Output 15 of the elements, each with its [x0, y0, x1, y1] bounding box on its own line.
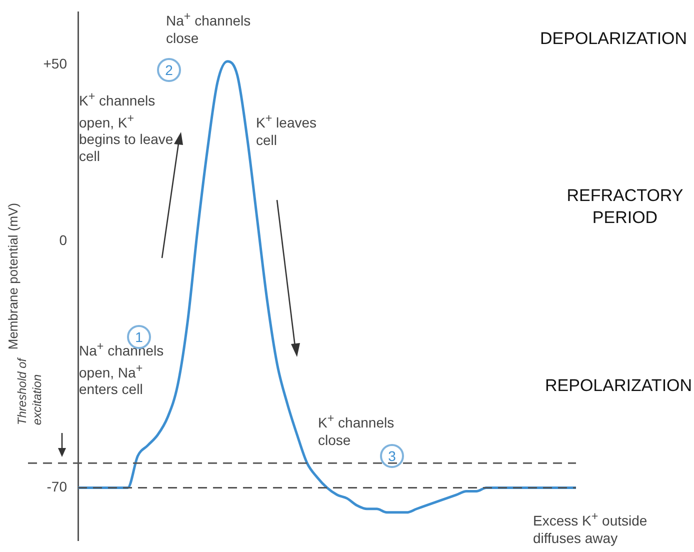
annotation: K$^{+}$ channels open, K$^{+}$ begins to leave cell [79, 89, 174, 166]
annotation: 2 [157, 58, 181, 82]
y-tick-label: 0 [59, 232, 68, 248]
annotation: 1 [127, 325, 151, 349]
annotation: REFRACTORY PERIOD [566, 185, 684, 229]
annotation: 3 [380, 444, 404, 468]
annotation: K$^{+}$ leaves cell [256, 111, 318, 149]
annotation: REPOLARIZATION [545, 375, 692, 397]
y-tick-label: +50 [43, 56, 68, 72]
y-axis-title: Membrane potential (mV) [5, 202, 20, 350]
annotation: DEPOLARIZATION [540, 28, 688, 50]
annotation: Excess K$^{+}$ outside diffuses away [533, 509, 648, 547]
y-tick-label: -70 [46, 478, 68, 495]
ref-line-label: Threshold of excitation [15, 356, 44, 426]
annotation: Na$^{+}$ channels close [166, 9, 252, 47]
